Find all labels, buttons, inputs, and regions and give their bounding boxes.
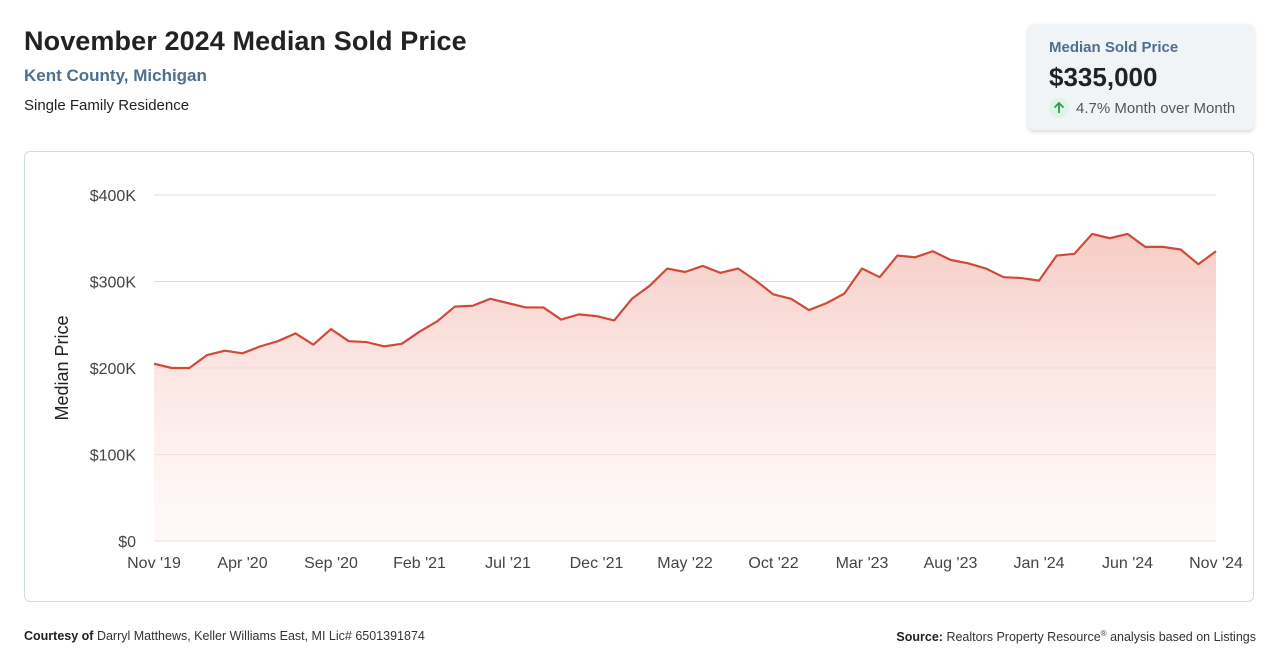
y-tick-label: $400K — [90, 188, 137, 205]
y-tick-label: $0 — [118, 534, 136, 551]
stat-label: Median Sold Price — [1049, 39, 1179, 56]
courtesy-label: Courtesy of — [24, 629, 94, 643]
courtesy-footer: Courtesy of Darryl Matthews, Keller Will… — [24, 629, 425, 643]
arrow-up-icon — [1049, 98, 1069, 118]
location-subtitle: Kent County, Michigan — [24, 66, 207, 85]
source-text-pre: Realtors Property Resource — [946, 630, 1101, 645]
x-tick-label: Mar '23 — [836, 555, 889, 572]
y-axis-ticks: $0 $100K $200K $300K $400K — [90, 188, 137, 551]
x-tick-label: Sep '20 — [304, 555, 358, 572]
page-title: November 2024 Median Sold Price — [24, 26, 467, 56]
series-line — [153, 232, 1217, 370]
median-price-line — [153, 232, 1217, 370]
chart-frame: $0 $100K $200K $300K $400K Nov '19 Apr '20 Sep… — [24, 151, 1254, 602]
y-tick-label: $300K — [90, 275, 137, 292]
x-tick-label: Jul '21 — [485, 555, 531, 572]
x-tick-label: Oct '22 — [748, 555, 798, 572]
y-tick-label: $100K — [90, 448, 137, 465]
stat-change: 4.7% Month over Month — [1049, 98, 1235, 118]
area-path — [154, 233, 1216, 541]
x-tick-label: Nov '19 — [127, 555, 181, 572]
courtesy-text: Darryl Matthews, Keller Williams East, M… — [96, 629, 425, 643]
stat-value: $335,000 — [1049, 62, 1158, 92]
x-axis-ticks: Nov '19 Apr '20 Sep '20 Feb '21 Jul '21 Dec '… — [127, 555, 1243, 572]
x-tick-label: May '22 — [657, 555, 713, 572]
x-tick-label: Apr '20 — [217, 555, 267, 572]
median-price-stat-card: Median Sold Price $335,000 4.7% Month ov… — [1028, 24, 1254, 130]
median-price-chart: $0 $100K $200K $300K $400K Nov '19 Apr '20 Sep… — [52, 188, 1243, 572]
y-tick-label: $200K — [90, 361, 137, 378]
x-tick-label: Jun '24 — [1102, 555, 1153, 572]
stat-change-text: 4.7% Month over Month — [1076, 99, 1236, 117]
x-tick-label: Jan '24 — [1013, 555, 1064, 572]
source-text-post: analysis based on Listings — [1110, 630, 1256, 645]
x-tick-label: Feb '21 — [393, 555, 446, 572]
x-tick-label: Dec '21 — [570, 555, 624, 572]
area-fill — [154, 233, 1216, 541]
property-type-label: Single Family Residence — [24, 97, 190, 114]
source-label: Source: — [896, 630, 943, 645]
source-footer: Source: Realtors Property Resource® anal… — [896, 629, 1256, 644]
x-tick-label: Nov '24 — [1189, 555, 1243, 572]
y-axis-label: Median Price — [52, 315, 72, 420]
x-tick-label: Aug '23 — [924, 555, 978, 572]
registered-mark: ® — [1100, 629, 1107, 638]
